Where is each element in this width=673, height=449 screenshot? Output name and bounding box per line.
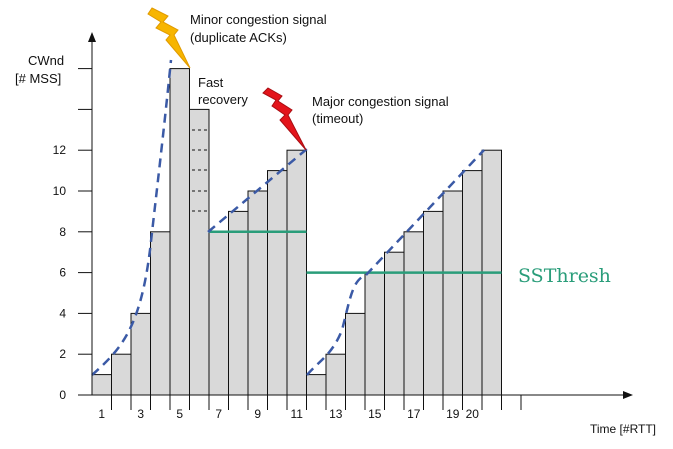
x-tick-label-17: 17 [407, 407, 421, 421]
cwnd-bar-rtt-15 [364, 272, 385, 396]
y-axis-label-line1: CWnd [28, 53, 64, 68]
cwnd-bar-rtt-1 [91, 374, 112, 396]
x-tick-label-3: 3 [137, 407, 144, 421]
y-tick-label-8: 8 [59, 225, 66, 239]
cwnd-bar-rtt-14 [345, 312, 366, 396]
ssthresh-label: SSThresh [518, 265, 611, 287]
cwnd-bar-rtt-13 [325, 353, 346, 396]
cwnd-bar-rtt-5 [169, 68, 190, 396]
cwnd-bar-rtt-11 [286, 149, 307, 396]
cwnd-bar-rtt-12 [306, 374, 327, 396]
slow-start-curve-1 [91, 59, 173, 376]
major-congestion-label-line2: (timeout) [312, 111, 363, 126]
cwnd-bar-rtt-3 [130, 312, 151, 396]
cwnd-bar-rtt-18 [423, 210, 444, 396]
slow-start-curve-2 [306, 273, 367, 376]
y-tick-label-0: 0 [59, 388, 66, 402]
y-tick-label-6: 6 [59, 266, 66, 280]
x-tick-label-9: 9 [254, 407, 261, 421]
y-tick-label-4: 4 [59, 306, 66, 320]
cwnd-bar-rtt-20 [462, 170, 483, 396]
congestion-avoidance-curve-2 [365, 149, 485, 276]
axes [88, 32, 633, 399]
minor-congestion-label-line1: Minor congestion signal [190, 12, 327, 27]
x-tick-label-5: 5 [176, 407, 183, 421]
x-tick-label-13: 13 [329, 407, 343, 421]
lightning-bolt-yellow-icon [147, 7, 191, 69]
x-tick-label-20: 20 [466, 407, 480, 421]
y-tick-label-10: 10 [53, 184, 67, 198]
cwnd-bar-rtt-7 [208, 231, 229, 396]
x-tick-label-11: 11 [291, 407, 304, 421]
x-axis-label: Time [#RTT] [590, 422, 656, 436]
y-axis-label-line2: [# MSS] [15, 71, 61, 86]
x-axis-arrow [623, 391, 633, 399]
cwnd-bar-rtt-9 [247, 190, 268, 396]
y-tick-label-12: 12 [53, 143, 67, 157]
fast-recovery-label-line2: recovery [198, 92, 248, 107]
fast-recovery-label-line1: Fast [198, 75, 224, 90]
x-tick-label-1: 1 [98, 407, 105, 421]
x-axis-ticks: 1 3 5 7 9 11 13 15 17 19 20 [98, 395, 522, 421]
congestion-avoidance-curve-1 [207, 147, 309, 233]
x-tick-label-7: 7 [215, 407, 222, 421]
cwnd-bar-rtt-6 [189, 108, 210, 396]
x-tick-label-15: 15 [368, 407, 382, 421]
cwnd-curves [91, 59, 485, 376]
major-congestion-label-line1: Major congestion signal [312, 94, 449, 109]
x-tick-label-19: 19 [446, 407, 460, 421]
cwnd-bar-rtt-19 [442, 190, 463, 396]
y-axis-ticks: 0 2 4 6 8 10 12 [53, 68, 92, 402]
cwnd-bar-rtt-2 [111, 353, 132, 396]
lightning-bolt-red-icon [262, 87, 307, 151]
cwnd-bar-rtt-10 [267, 170, 288, 396]
cwnd-bar-rtt-8 [228, 210, 249, 396]
cwnd-bar-rtt-17 [403, 231, 424, 396]
y-axis-arrow [88, 32, 96, 42]
y-tick-label-2: 2 [59, 347, 66, 361]
minor-congestion-label-line2: (duplicate ACKs) [190, 30, 287, 45]
fast-recovery-dashes [192, 129, 209, 212]
ssthresh-lines [209, 230, 502, 274]
cwnd-bar-rtt-4 [150, 231, 171, 396]
